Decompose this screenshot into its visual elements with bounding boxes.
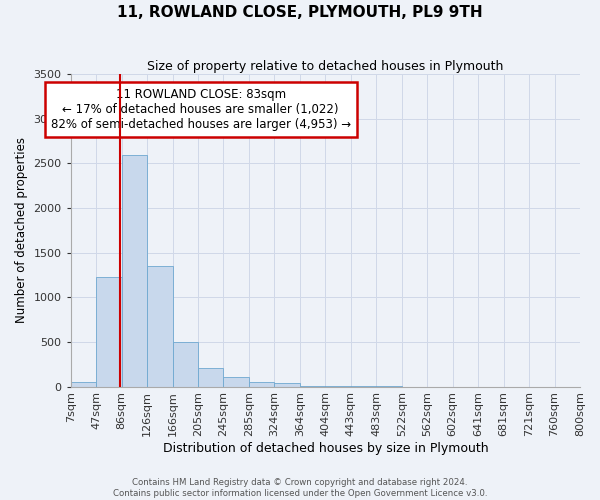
Bar (173, 342, 198, 386)
Text: 11 ROWLAND CLOSE: 83sqm
← 17% of detached houses are smaller (1,022)
82% of semi: 11 ROWLAND CLOSE: 83sqm ← 17% of detache… (50, 88, 350, 131)
Bar (274, 383, 300, 386)
Bar (147, 266, 173, 386)
Bar (198, 368, 223, 386)
Bar (223, 377, 249, 386)
Y-axis label: Number of detached properties: Number of detached properties (15, 138, 28, 324)
X-axis label: Distribution of detached houses by size in Plymouth: Distribution of detached houses by size … (163, 442, 488, 455)
Bar (71, 382, 96, 386)
Bar (96, 277, 122, 386)
Bar (122, 156, 147, 386)
Text: 11, ROWLAND CLOSE, PLYMOUTH, PL9 9TH: 11, ROWLAND CLOSE, PLYMOUTH, PL9 9TH (117, 5, 483, 20)
Text: Contains HM Land Registry data © Crown copyright and database right 2024.
Contai: Contains HM Land Registry data © Crown c… (113, 478, 487, 498)
Title: Size of property relative to detached houses in Plymouth: Size of property relative to detached ho… (147, 60, 503, 73)
Bar (249, 382, 274, 386)
